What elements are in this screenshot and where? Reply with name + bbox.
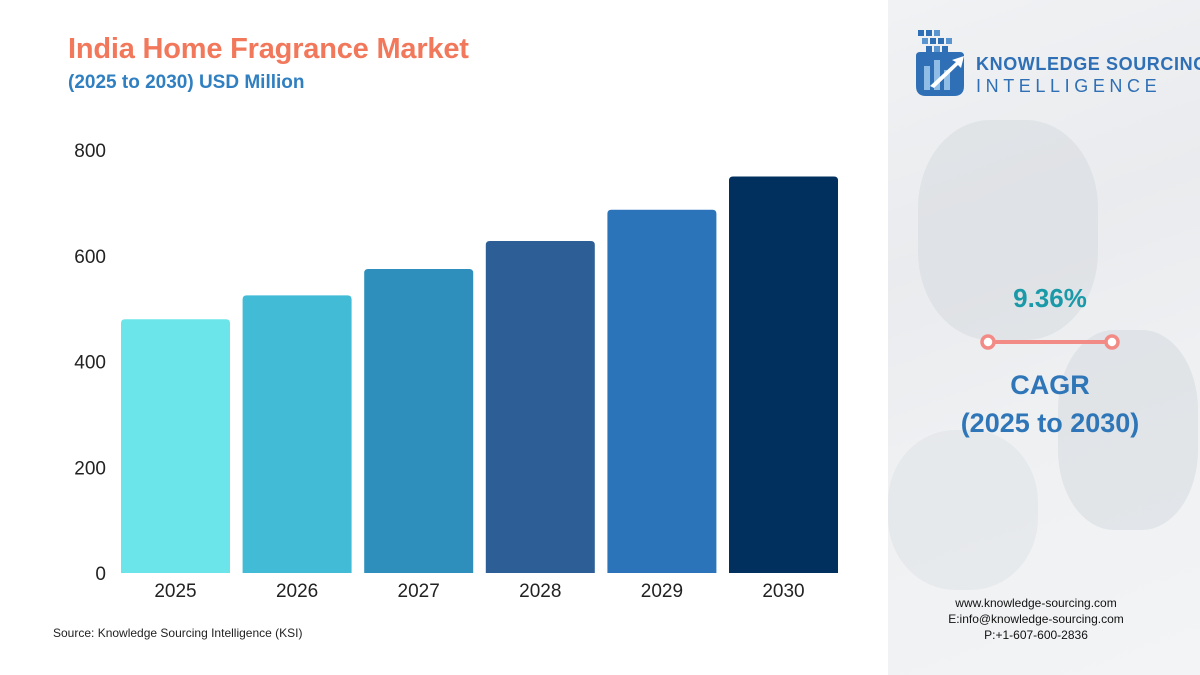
page-title: India Home Fragrance Market: [68, 33, 469, 65]
ksi-logo-icon: [916, 30, 964, 96]
brand-name-line2: INTELLIGENCE: [976, 76, 1162, 96]
y-tick-label: 800: [74, 141, 106, 162]
x-tick-label: 2028: [519, 581, 561, 602]
cagr-connector-icon: [980, 334, 1120, 350]
x-tick-label: 2029: [641, 581, 683, 602]
bar-2025: [121, 319, 230, 573]
contact-email: E:info@knowledge-sourcing.com: [948, 612, 1124, 626]
background-blur: [1058, 330, 1198, 530]
side-panel: [888, 0, 1200, 675]
bar-2027: [364, 268, 474, 573]
y-tick-label: 400: [74, 353, 106, 374]
background-blur: [888, 430, 1038, 590]
x-tick-label: 2030: [762, 581, 804, 602]
cagr-value: 9.36%: [1013, 283, 1087, 313]
y-tick-label: 200: [74, 458, 106, 479]
x-tick-label: 2025: [154, 581, 196, 602]
brand-name-line1: KNOWLEDGE SOURCING: [976, 54, 1200, 74]
x-tick-label: 2026: [276, 581, 318, 602]
source-note: Source: Knowledge Sourcing Intelligence …: [53, 626, 303, 640]
cagr-label: CAGR (2025 to 2030): [888, 366, 1200, 442]
y-axis: 0 200 400 600 800: [74, 141, 106, 585]
bar-2030: [729, 176, 838, 573]
brand-logo: KNOWLEDGE SOURCING INTELLIGENCE: [912, 26, 1200, 102]
contact-info: www.knowledge-sourcing.com E:info@knowle…: [936, 595, 1136, 643]
x-axis: 2025 2026 2027 2028 2029 2030: [154, 581, 804, 602]
cagr-label-line1: CAGR: [1010, 370, 1090, 400]
x-tick-label: 2027: [398, 581, 440, 602]
y-tick-label: 600: [74, 247, 106, 268]
bar-chart: 0 200 400 600 800 2025 2026 2027 2028 2029 2030: [74, 141, 838, 602]
bar-2026: [242, 295, 352, 573]
bar-2028: [485, 240, 595, 573]
bar-series: [121, 176, 838, 573]
cagr-label-line2: (2025 to 2030): [960, 408, 1140, 438]
contact-website: www.knowledge-sourcing.com: [955, 596, 1117, 610]
y-tick-label: 0: [95, 564, 106, 585]
bar-2029: [607, 209, 717, 573]
background-blur: [918, 120, 1098, 340]
contact-phone: P:+1-607-600-2836: [984, 628, 1088, 642]
page-subtitle: (2025 to 2030) USD Million: [68, 72, 305, 93]
